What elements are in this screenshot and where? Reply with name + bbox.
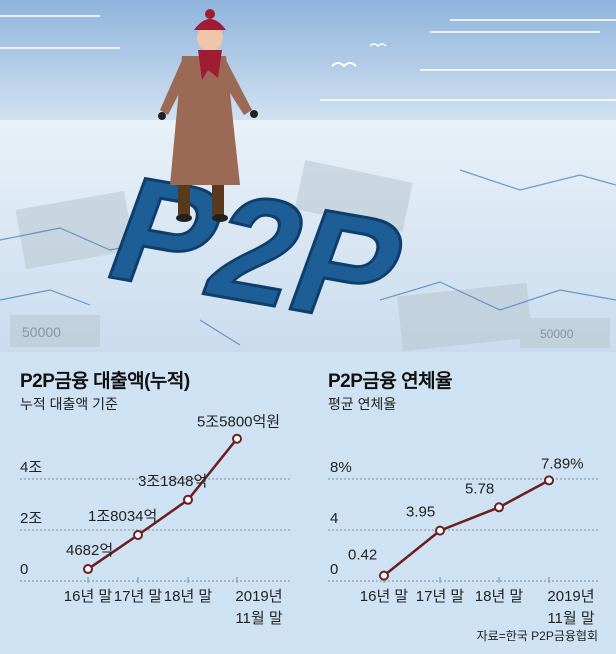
p2p-illustration: 50000 50000 P2P: [0, 0, 616, 352]
x-tick-label: 17년 말: [114, 588, 163, 605]
data-label: 3조1848억: [138, 473, 207, 490]
y-tick-label: 4: [330, 510, 338, 527]
woman-figure: [158, 9, 258, 222]
data-label: 7.89%: [541, 455, 584, 472]
ice-cracks: [0, 169, 616, 346]
loan-amount-chart: 0 2조 4조 16년 말 17년 말 18년 말 2019년 11월 말 4682억 1조803…: [20, 414, 290, 627]
data-label: 0.42: [348, 547, 377, 564]
bird-icon: [369, 43, 387, 48]
banknote-text: 50000: [540, 327, 574, 341]
data-point: [494, 502, 504, 513]
data-label: 4682억: [66, 542, 113, 559]
x-tick-label: 2019년: [235, 588, 282, 605]
x-tick-label: 18년 말: [475, 588, 524, 605]
x-tick-label: 11월 말: [235, 610, 283, 627]
data-point: [544, 475, 554, 486]
y-tick-label: 8%: [330, 459, 352, 476]
bird-icon: [331, 62, 357, 68]
data-point: [183, 494, 193, 505]
x-tick-label: 2019년: [547, 588, 594, 605]
series-line: [87, 437, 238, 571]
x-tick-label: 16년 말: [64, 588, 113, 605]
y-tick-label: 4조: [20, 459, 42, 476]
delinquency-panel: P2P금융 연체율 평균 연체율 0 4 8% 16년 말 17년 말 18년 말 2019…: [308, 352, 616, 654]
x-tick-label: 18년 말: [164, 588, 213, 605]
chart-subtitle: 평균 연체율: [328, 396, 397, 412]
data-point: [133, 530, 143, 541]
sky: [0, 0, 616, 130]
chart-title: P2P금융 대출액(누적): [20, 371, 190, 392]
y-tick-label: 2조: [20, 510, 42, 527]
series-line: [383, 479, 550, 577]
data-label: 1조8034억: [88, 508, 157, 525]
delinquency-chart: 0 4 8% 16년 말 17년 말 18년 말 2019년 11월 말 0.42 3.95 5.7…: [328, 455, 598, 627]
banknotes: 50000 50000: [10, 160, 610, 352]
x-tick-label: 17년 말: [416, 588, 465, 605]
banknote-text: 50000: [22, 324, 61, 340]
x-tick-label: 16년 말: [360, 588, 409, 605]
chart-subtitle: 누적 대출액 기준: [20, 396, 118, 412]
data-point: [232, 433, 242, 444]
data-label: 3.95: [406, 504, 435, 521]
clouds: [0, 15, 616, 101]
source-note: 자료=한국 P2P금융협회: [476, 629, 598, 643]
x-tick-label: 11월 말: [547, 610, 595, 627]
y-tick-label: 0: [20, 561, 28, 578]
data-label: 5.78: [465, 480, 494, 497]
data-point: [379, 570, 389, 581]
y-tick-label: 0: [330, 561, 338, 578]
chart-title: P2P금융 연체율: [328, 371, 453, 392]
data-label: 5조5800억원: [197, 414, 280, 431]
data-point: [435, 525, 445, 536]
data-point: [83, 564, 93, 575]
